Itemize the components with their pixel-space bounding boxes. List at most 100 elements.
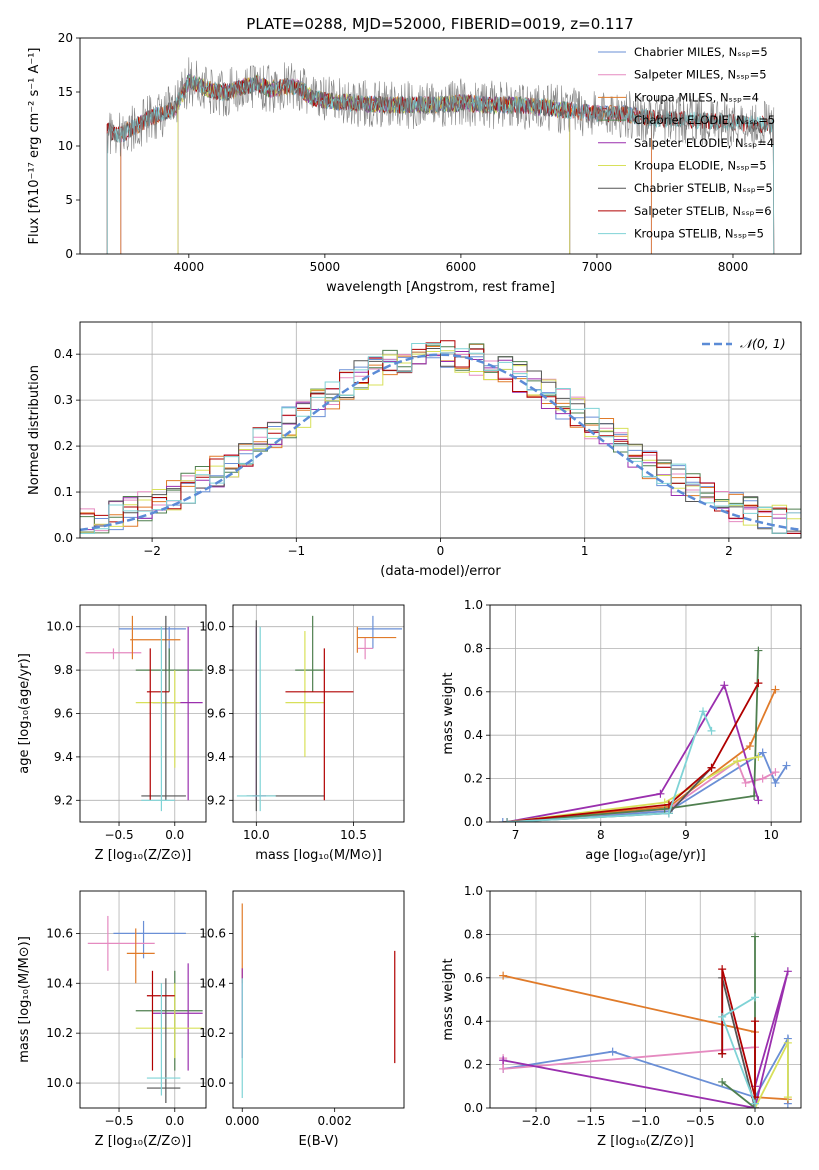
y-tick-label: 0.0	[464, 815, 483, 829]
y-tick-label: 9.4	[54, 750, 73, 764]
y-axis-label: Normed distribution	[27, 365, 42, 495]
weight-point-marker	[498, 818, 507, 822]
legend-entry: Chabrier STELIB, Nₛₛₚ=5	[634, 181, 773, 195]
y-tick-label: 9.8	[54, 663, 73, 677]
weight-point-marker	[754, 796, 763, 805]
x-axis-label: Z [log₁₀(Z/Z⊙)]	[95, 1134, 192, 1149]
residual-histogram	[80, 347, 801, 534]
grid-lines	[80, 605, 206, 822]
x-tick-label: 5000	[310, 260, 341, 274]
weight-series-line	[506, 682, 760, 822]
weight-point-marker	[782, 761, 791, 770]
y-tick-label: 0	[65, 247, 73, 261]
plot-area	[106, 57, 775, 254]
weight-point-marker	[751, 993, 760, 1002]
legend-entry: Salpeter ELODIE, Nₛₛₚ=4	[634, 136, 774, 150]
weight-point-marker	[707, 763, 716, 772]
legend: 𝒩(0, 1)	[702, 336, 786, 351]
x-tick-label: −1.5	[576, 1114, 605, 1128]
weight-point-marker	[718, 1012, 727, 1021]
legend-entry: Kroupa STELIB, Nₛₛₚ=5	[634, 227, 764, 241]
y-tick-label: 1.0	[464, 884, 483, 898]
y-tick-label: 9.8	[207, 663, 226, 677]
weight-point-marker	[758, 774, 767, 783]
weight-point-marker	[499, 971, 508, 980]
y-tick-label: 9.4	[207, 750, 226, 764]
weight-point-marker	[783, 1093, 792, 1102]
axes-frame	[232, 604, 405, 823]
y-tick-label: 9.2	[207, 793, 226, 807]
weight-series-line	[506, 689, 777, 822]
plot-area	[236, 615, 403, 812]
x-axis-label: Z [log₁₀(Z/Z⊙)]	[95, 848, 192, 863]
legend-entry: Kroupa ELODIE, Nₛₛₚ=5	[634, 159, 767, 173]
x-tick-label: −2	[143, 544, 161, 558]
weight-point-marker	[754, 752, 763, 761]
legend-entry: Kroupa MILES, Nₛₛₚ=4	[634, 90, 759, 104]
mass-vs-z-chart: −0.5 0.0 10.0 10.2 10.4 10.6 Z [log₁₀(Z/Z⊙)] ma…	[17, 890, 207, 1149]
y-axis-label: age [log₁₀(age/yr)]	[17, 653, 32, 774]
observed-spectrum-line	[106, 57, 775, 157]
x-tick-label: −0.5	[104, 828, 133, 842]
y-tick-label: 0.0	[54, 531, 73, 545]
axes-frame	[489, 604, 802, 823]
y-tick-label: 0.2	[54, 439, 73, 453]
y-tick-label: 0.1	[54, 485, 73, 499]
x-tick-label: 9	[682, 828, 690, 842]
weight-point-marker	[699, 707, 708, 716]
residual-histogram	[80, 340, 801, 534]
y-tick-label: 10.4	[199, 976, 226, 990]
weight-point-marker	[733, 757, 742, 766]
figure-title: PLATE=0288, MJD=52000, FIBERID=0019, z=0…	[246, 15, 633, 33]
y-axis-label: Flux [fλ10⁻¹⁷ erg cm⁻² s⁻¹ A⁻¹]	[27, 48, 42, 245]
y-tick-label: 0.0	[464, 1101, 483, 1115]
weight-point-marker	[707, 726, 716, 735]
weight-point-marker	[754, 646, 763, 655]
plot-area	[85, 615, 203, 812]
y-tick-label: 9.2	[54, 793, 73, 807]
weight-series-line	[506, 708, 713, 822]
weight-point-marker	[745, 742, 754, 751]
weight-point-marker	[656, 789, 665, 798]
spectrum-chart: 4000 5000 6000 7000 8000 0 5 10 15 20 wavelength […	[27, 31, 802, 295]
weight-point-marker	[499, 1056, 508, 1065]
weight-series-line	[502, 1046, 756, 1104]
weight-point-marker	[751, 932, 760, 941]
x-tick-label: 1	[581, 544, 589, 558]
y-tick-label: 0.2	[464, 772, 483, 786]
x-tick-label: 7000	[582, 260, 613, 274]
y-tick-label: 0.8	[464, 927, 483, 941]
weight-point-marker	[771, 778, 780, 787]
residual-histogram	[80, 342, 801, 534]
x-tick-label: 0.002	[317, 1114, 351, 1128]
weight-point-marker	[499, 1064, 508, 1073]
legend-entry: Chabrier ELODIE, Nₛₛₚ=5	[634, 113, 775, 127]
weight-point-marker	[751, 1099, 760, 1108]
x-tick-label: 7	[512, 828, 520, 842]
y-axis-label: mass [log₁₀(M/M⊙)]	[17, 936, 32, 1063]
age-vs-mass-chart: 10.0 10.5 9.2 9.4 9.6 9.8 10.0 mass [log₁₀(M/M⊙…	[199, 604, 405, 863]
weight-vs-z-chart: −2.0 −1.5 −1.0 −0.5 0.0 0.0 0.2 0.4 0.6 0.8 1.0 Z […	[441, 884, 802, 1149]
x-tick-label: 10.5	[340, 828, 367, 842]
weight-point-marker	[608, 1047, 617, 1056]
y-axis-label: mass weight	[441, 672, 456, 754]
axes-frame	[79, 604, 207, 823]
y-tick-label: 10	[58, 139, 73, 153]
mass-vs-ebv-chart: 0.000 0.002 10.0 10.2 10.4 10.6 E(B-V)	[199, 890, 405, 1149]
axes-frame	[489, 890, 802, 1109]
plot-area	[241, 903, 396, 1099]
x-tick-label: 0	[437, 544, 445, 558]
y-tick-label: 10.4	[46, 976, 73, 990]
x-tick-label: 0.0	[165, 1114, 184, 1128]
y-tick-label: 0.4	[54, 347, 73, 361]
y-tick-label: 0.6	[464, 685, 483, 699]
plot-area	[498, 646, 791, 822]
x-axis-label: age [log₁₀(age/yr)]	[585, 848, 706, 863]
plot-area	[87, 915, 203, 1104]
x-tick-label: 10.0	[243, 828, 270, 842]
x-tick-label: 8000	[718, 260, 749, 274]
x-tick-label: 8	[597, 828, 605, 842]
x-tick-label: 4000	[174, 260, 205, 274]
gaussian-reference-curve	[80, 353, 801, 532]
weight-point-marker	[771, 768, 780, 777]
